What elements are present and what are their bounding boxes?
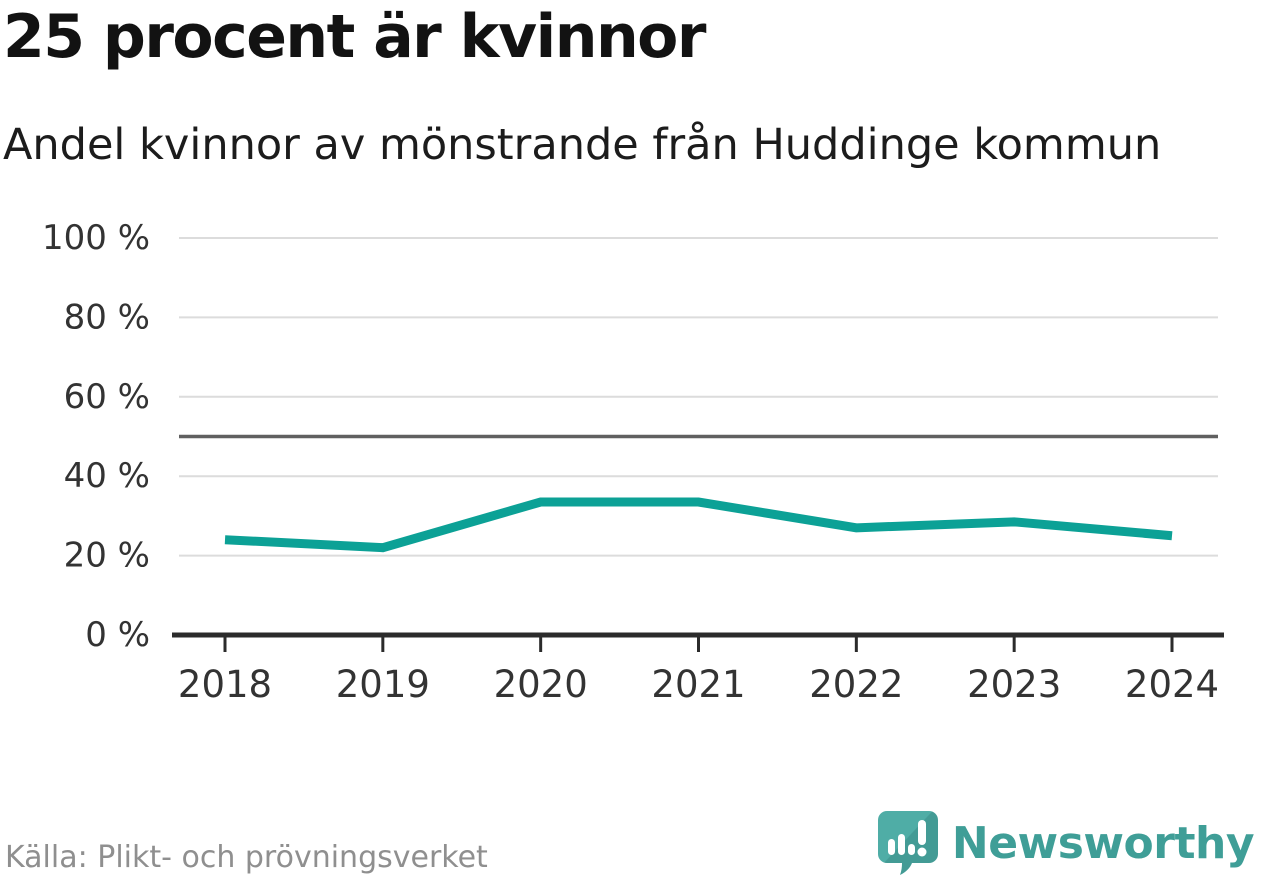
bar-2: [897, 834, 905, 855]
exclamation-dot: [917, 847, 927, 857]
x-tick-label: 2022: [809, 663, 903, 705]
exclamation-bar: [917, 820, 926, 845]
y-tick-label: 100 %: [42, 218, 150, 258]
bar-3: [907, 844, 915, 855]
chart-subtitle: Andel kvinnor av mönstrande från Hudding…: [3, 120, 1162, 170]
y-tick-label: 60 %: [64, 377, 150, 417]
x-tick-label: 2021: [651, 663, 745, 705]
x-tick-label: 2018: [178, 663, 272, 705]
chart-bubble-icon: [877, 811, 938, 875]
x-tick-label: 2020: [494, 663, 588, 705]
data-line: [224, 497, 1173, 553]
page-title: 25 procent är kvinnor: [3, 2, 706, 72]
y-tick-label: 40 %: [64, 456, 150, 496]
speech-bubble-shape: [877, 811, 938, 875]
bar-1: [887, 839, 895, 855]
line-chart: 0 % 20 % 40 % 60 % 80 % 100 % 2018 2019 2020 2021…: [42, 218, 1224, 705]
y-tick-label: 20 %: [64, 536, 150, 576]
x-tick-label: 2019: [336, 663, 430, 705]
brand-name: Newsworthy: [951, 817, 1255, 869]
source-note: Källa: Plikt- och prövningsverket: [5, 840, 488, 875]
y-tick-label: 0 %: [85, 615, 150, 655]
brand-logo: Newsworthy: [876, 808, 1255, 878]
x-tick-label: 2024: [1125, 663, 1219, 705]
y-tick-label: 80 %: [64, 297, 150, 337]
x-tick-label: 2023: [967, 663, 1061, 705]
